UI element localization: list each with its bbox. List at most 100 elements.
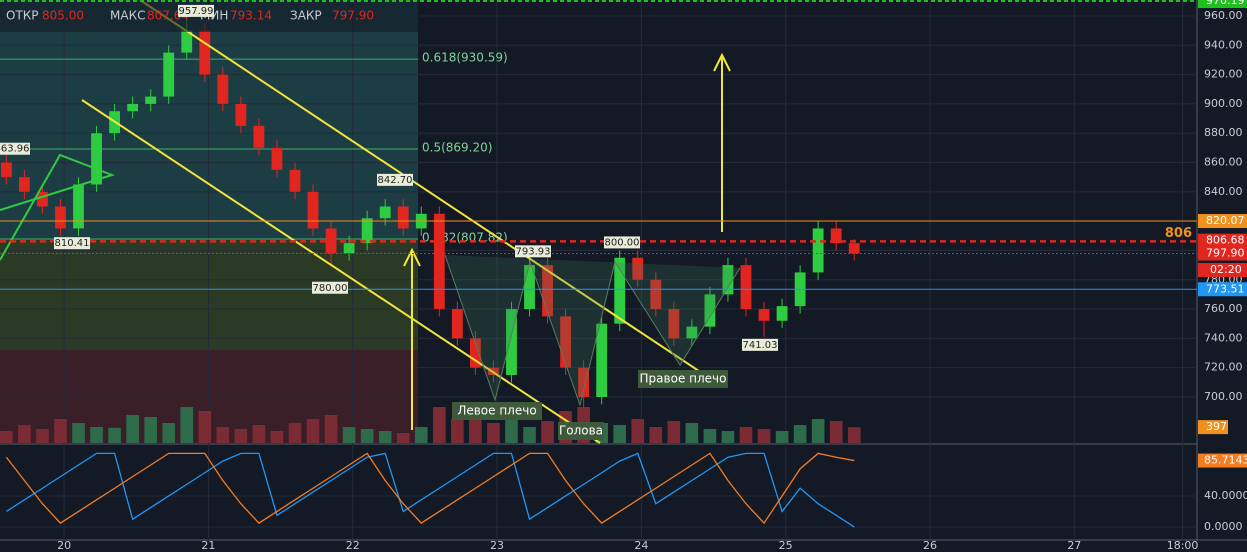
- triangle: [0, 153, 116, 261]
- pattern-label: Голова: [559, 424, 603, 438]
- price-marker: 970.19: [1206, 0, 1245, 7]
- candle-body: [127, 103, 139, 112]
- volume-bar: [108, 427, 121, 443]
- volume-marker: 397: [1206, 420, 1227, 433]
- osc-marker-bg: [1198, 453, 1247, 468]
- volume-bar: [126, 415, 139, 443]
- volume-bar: [252, 425, 266, 443]
- y-tick-label: 740.00: [1204, 331, 1243, 344]
- price-marker-bg: [1198, 246, 1247, 261]
- y-tick-label: 700.00: [1204, 390, 1243, 403]
- candle-body: [433, 213, 445, 310]
- candle-body: [145, 96, 157, 104]
- header-value: 805.00: [42, 9, 84, 23]
- price-marker-bg: [1198, 0, 1247, 9]
- volume-bar: [288, 423, 302, 443]
- osc-marker: 85.7143: [1204, 454, 1247, 467]
- x-tick-label: 23: [490, 539, 504, 552]
- volume-bar: [721, 431, 735, 443]
- callout-bg: [54, 237, 90, 250]
- y-tick-label: 880.00: [1204, 126, 1243, 139]
- volume-bar: [757, 429, 771, 443]
- x-tick-label: 22: [346, 539, 360, 552]
- countdown: 02:20: [1210, 263, 1242, 276]
- oscillator-line: [5, 452, 855, 525]
- candle-body: [91, 133, 102, 185]
- candle-body: [307, 191, 319, 229]
- candle-body: [73, 184, 84, 229]
- callout: 842.70: [378, 175, 413, 186]
- volume-bar: [36, 429, 49, 443]
- candle-body: [37, 191, 48, 207]
- volume-bar: [342, 427, 356, 443]
- pattern-label: Левое плечо: [457, 404, 536, 418]
- candle-body: [397, 206, 409, 229]
- level-label: 806: [1165, 226, 1192, 241]
- volume-bar: [775, 431, 789, 443]
- pattern-label-bg: [638, 370, 728, 388]
- volume-bar: [198, 411, 212, 443]
- volume-bar: [541, 421, 554, 443]
- callout-bg: [377, 173, 413, 186]
- fib-label: 0.618(930.59): [422, 51, 508, 65]
- callout-bg: [0, 142, 30, 155]
- callout-bg: [515, 245, 551, 258]
- volume-bar: [847, 427, 861, 443]
- candle-body: [524, 265, 535, 310]
- candle-body: [650, 279, 662, 310]
- x-tick-label: 25: [779, 539, 793, 552]
- channel-line: [81, 99, 601, 444]
- price-marker: 797.90: [1206, 247, 1245, 260]
- volume-bar: [144, 417, 157, 443]
- volume-bar: [18, 425, 31, 443]
- channel-line: [139, 0, 721, 386]
- volume-bar: [306, 419, 320, 443]
- y-tick-label: 920.00: [1204, 68, 1243, 81]
- volume-bar: [270, 431, 284, 443]
- volume-bar: [487, 423, 500, 443]
- x-tick-label: 26: [923, 539, 937, 552]
- candle-body: [506, 309, 517, 376]
- candle-body: [0, 162, 12, 178]
- volume-bar: [90, 427, 103, 443]
- volume-bar: [811, 419, 825, 443]
- candle-body: [812, 228, 824, 273]
- x-tick-label: 18:00: [1167, 539, 1199, 552]
- candle-body: [830, 228, 842, 244]
- candle-body: [560, 316, 572, 368]
- header-value: 793.14: [230, 9, 272, 23]
- volume-bar: [793, 425, 807, 443]
- candle-body: [632, 257, 644, 280]
- candle-body: [668, 309, 680, 339]
- volume-bar: [0, 431, 13, 443]
- volume-bar: [667, 421, 681, 443]
- volume-bar: [162, 423, 176, 443]
- volume-bar: [324, 415, 338, 443]
- x-tick-label: 20: [57, 539, 71, 552]
- candle-body: [217, 74, 229, 104]
- volume-bar: [739, 427, 753, 443]
- y-tick-label: 960.00: [1204, 9, 1243, 22]
- volume-bar: [234, 429, 248, 443]
- candle-body: [18, 177, 30, 192]
- candle-body: [55, 206, 66, 229]
- x-tick-label: 27: [1067, 539, 1081, 552]
- pattern-label-bg: [558, 422, 604, 440]
- price-marker-bg: [1198, 233, 1247, 248]
- candle-body: [686, 326, 698, 339]
- candle-body: [343, 243, 355, 254]
- price-marker-bg: [1198, 282, 1247, 297]
- volume-bar: [469, 415, 482, 443]
- candle-body: [271, 147, 283, 170]
- fib-label: 0.5(869.20): [422, 141, 492, 155]
- callout: 741.03: [743, 340, 778, 351]
- volume-bar: [613, 425, 627, 443]
- candle-body: [253, 125, 265, 148]
- volume-bar: [829, 421, 843, 443]
- callout-bg: [604, 236, 640, 249]
- y-tick-label: 720.00: [1204, 361, 1243, 374]
- arrow-head: [403, 247, 421, 267]
- fib-zone: [0, 240, 418, 350]
- volume-bar: [649, 427, 663, 443]
